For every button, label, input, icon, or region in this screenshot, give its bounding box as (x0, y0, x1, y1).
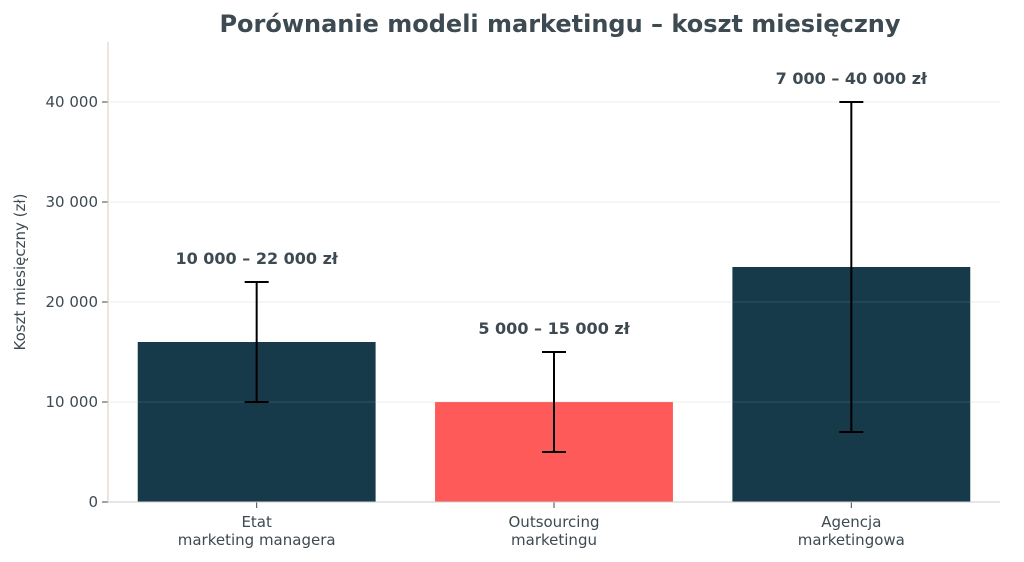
y-tick-label: 20 000 (46, 293, 99, 311)
x-tick-label: marketingu (511, 531, 597, 549)
x-tick-label: marketing managera (178, 531, 336, 549)
data-label: 5 000 – 15 000 zł (478, 319, 630, 338)
chart-title: Porównanie modeli marketingu – koszt mie… (219, 10, 900, 38)
data-label: 10 000 – 22 000 zł (175, 249, 338, 268)
x-tick-label: Outsourcing (509, 513, 600, 531)
y-tick-label: 30 000 (46, 193, 99, 211)
y-tick-label: 40 000 (46, 93, 99, 111)
x-tick-label: Agencja (821, 513, 881, 531)
x-tick-label: Etat (241, 513, 272, 531)
data-label: 7 000 – 40 000 zł (776, 69, 928, 88)
y-tick-label: 0 (88, 493, 98, 511)
y-axis-label: Koszt miesięczny (zł) (11, 194, 29, 351)
x-tick-label: marketingowa (798, 531, 905, 549)
y-tick-label: 10 000 (46, 393, 99, 411)
